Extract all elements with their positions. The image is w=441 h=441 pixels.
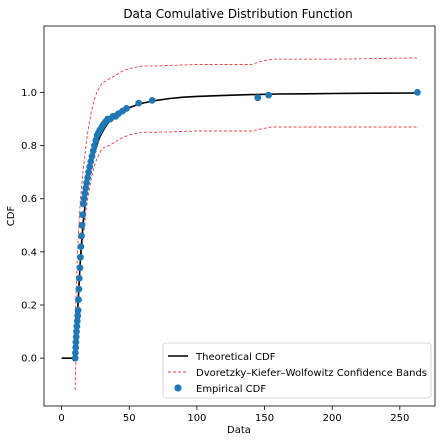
empirical-cdf-point: [73, 322, 81, 330]
empirical-cdf-point: [76, 264, 84, 272]
legend-label-empirical: Empirical CDF: [196, 384, 266, 395]
empirical-cdf-point: [83, 179, 90, 187]
empirical-cdf-point: [265, 91, 272, 99]
empirical-cdf-point: [75, 296, 82, 304]
empirical-cdf-point: [71, 354, 79, 362]
axes-frame: [43, 25, 436, 407]
legend-label-dkw: Dvoretzky–Kiefer–Wolfowitz Confidence Ba…: [196, 368, 427, 379]
empirical-cdf-point: [74, 306, 82, 314]
dkw-band-lower: [74, 126, 419, 391]
y-tick-label: 0.8: [21, 141, 37, 152]
empirical-cdf-point: [77, 243, 85, 251]
empirical-cdf-point: [148, 97, 156, 104]
x-tick-label: 250: [390, 413, 409, 424]
y-tick-label: 0.6: [21, 194, 37, 205]
empirical-cdf-point: [72, 344, 80, 351]
empirical-cdf-point: [82, 184, 90, 192]
x-tick-label: 0: [58, 413, 64, 424]
empirical-cdf-point: [85, 168, 92, 176]
empirical-cdf-point: [74, 312, 82, 320]
x-axis-title: Data: [227, 425, 251, 436]
y-tick-label: 0.0: [21, 354, 37, 365]
empirical-cdf-point: [72, 333, 80, 341]
empirical-cdf-point: [72, 349, 79, 357]
empirical-cdf-point: [81, 190, 89, 197]
legend: Theoretical CDF Dvoretzky–Kiefer–Wolfowi…: [162, 342, 432, 399]
empirical-cdf-point: [84, 174, 91, 181]
legend-marker-empirical: [174, 384, 182, 392]
empirical-cdf-point: [135, 99, 143, 107]
x-tick-label: 100: [187, 413, 206, 424]
y-tick-label: 0.2: [21, 301, 37, 312]
y-axis: 0.0 0.2 0.4 0.6 0.8 1.0: [21, 88, 44, 365]
y-axis-title: CDF: [6, 206, 17, 227]
empirical-cdf-point: [78, 232, 85, 240]
legend-label-theoretical: Theoretical CDF: [195, 352, 276, 363]
empirical-cdf-point: [88, 152, 96, 160]
empirical-cdf-point: [78, 221, 86, 229]
empirical-cdf-point: [91, 142, 98, 150]
empirical-cdf-point: [86, 163, 94, 171]
x-axis: 0 50 100 150 200 250: [58, 406, 409, 424]
empirical-cdf-point: [72, 338, 80, 346]
legend-box: [162, 342, 432, 399]
chart-title: Data Comulative Distribution Function: [123, 7, 352, 21]
theoretical-cdf-line: [61, 92, 419, 360]
empirical-cdf-point: [80, 200, 87, 208]
x-tick-label: 50: [123, 413, 136, 424]
empirical-cdf-point: [80, 195, 88, 203]
empirical-cdf-point: [414, 89, 421, 96]
empirical-cdf-point: [123, 105, 130, 112]
dkw-band-upper: [74, 57, 419, 324]
empirical-cdf-point: [75, 275, 83, 282]
empirical-cdf-point: [92, 136, 100, 144]
empirical-cdf-point: [73, 317, 81, 325]
y-tick-label: 0.4: [21, 247, 37, 258]
empirical-cdf-point: [89, 147, 97, 155]
y-tick-label: 1.0: [21, 88, 37, 99]
plot-area: [61, 57, 421, 391]
empirical-cdf-point: [73, 328, 80, 335]
empirical-cdf-point: [87, 158, 95, 165]
x-tick-label: 150: [255, 413, 274, 424]
empirical-cdf-point: [79, 211, 87, 219]
x-tick-label: 200: [323, 413, 342, 424]
empirical-cdf-point: [75, 285, 83, 293]
empirical-cdf-point: [77, 253, 84, 261]
empirical-cdf-point: [254, 94, 262, 102]
